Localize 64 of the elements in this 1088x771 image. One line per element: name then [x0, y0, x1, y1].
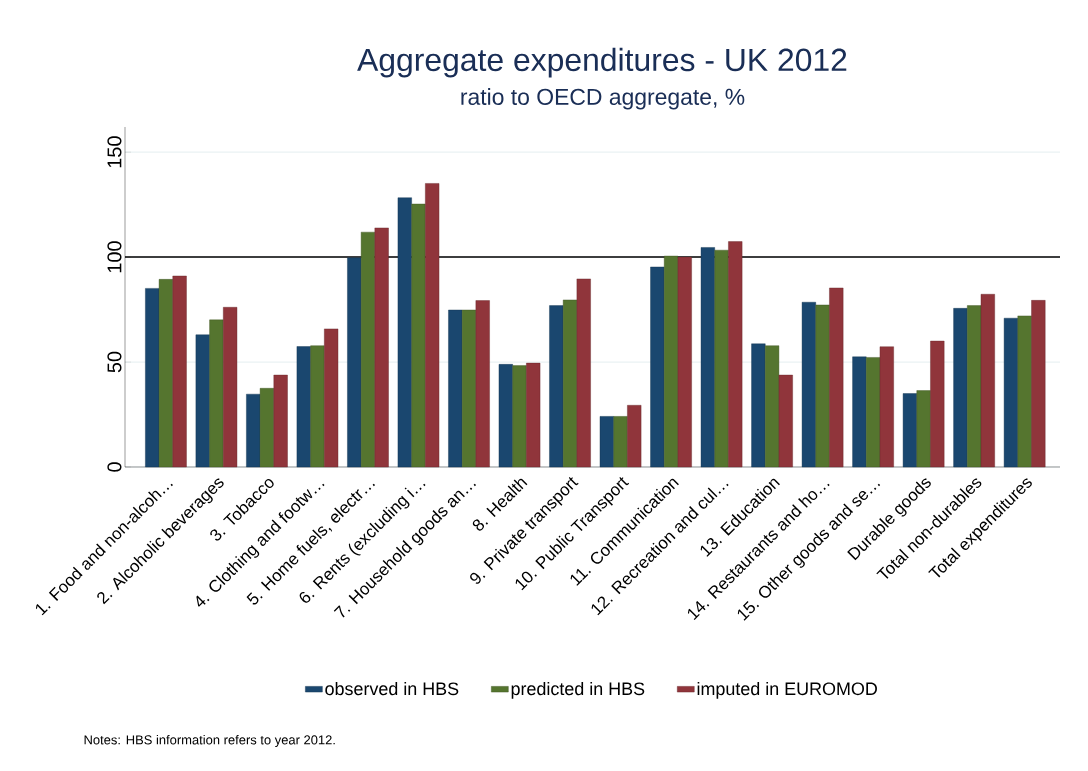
bar [980, 294, 995, 468]
bar [778, 374, 793, 468]
bar [829, 287, 844, 468]
bar [310, 345, 325, 468]
bar [195, 334, 210, 468]
bar [411, 203, 426, 468]
bar [815, 304, 830, 468]
bar [765, 345, 780, 468]
bar [677, 256, 692, 468]
bar [374, 227, 389, 468]
bar [1031, 300, 1046, 468]
bar [714, 249, 729, 468]
bar [145, 288, 160, 468]
bar [347, 257, 362, 468]
y-tick-label: 100 [107, 241, 122, 273]
bar [902, 393, 917, 468]
chart-title: Aggregate expenditures - UK 2012 [357, 47, 847, 78]
bar [930, 340, 945, 468]
bar [664, 255, 679, 468]
bar [879, 346, 894, 468]
bar [866, 357, 881, 468]
y-tick-label: 0 [107, 462, 122, 472]
bar [158, 279, 173, 468]
chart-subtitle: ratio to OECD aggregate, % [461, 88, 745, 110]
bar [801, 302, 816, 468]
bar [916, 390, 931, 468]
bar [296, 346, 311, 468]
bar [397, 197, 412, 468]
legend-label: observed in HBS [325, 681, 459, 696]
bar [498, 364, 513, 468]
bar [549, 305, 564, 468]
bar [425, 183, 440, 468]
bar [599, 416, 614, 468]
y-tick-label: 50 [107, 351, 122, 373]
bar [967, 305, 982, 468]
bar [246, 393, 261, 468]
bar [461, 309, 477, 468]
bar [728, 241, 743, 468]
bar [172, 275, 187, 468]
bar [512, 365, 527, 468]
bar [576, 278, 591, 468]
bar [475, 300, 490, 468]
bar [562, 299, 578, 468]
bar [650, 266, 665, 468]
bar [324, 328, 339, 468]
bar [448, 309, 463, 468]
bar [526, 362, 541, 468]
bar [1003, 317, 1018, 468]
bar [259, 388, 274, 468]
legend-label: imputed in EUROMOD [697, 681, 877, 699]
bar [1017, 315, 1032, 468]
bar [360, 231, 376, 468]
bar [209, 319, 224, 468]
bar [953, 308, 968, 468]
bar [613, 416, 628, 468]
y-tick-label: 150 [107, 136, 122, 168]
bar [627, 405, 642, 468]
bar [751, 343, 766, 468]
bar [273, 374, 288, 468]
legend-label: predicted in HBS [511, 681, 645, 699]
text: Notes: HBS information refers to year 2012. [84, 734, 335, 748]
bar [223, 307, 238, 468]
bar [700, 247, 715, 468]
bar [852, 356, 867, 468]
